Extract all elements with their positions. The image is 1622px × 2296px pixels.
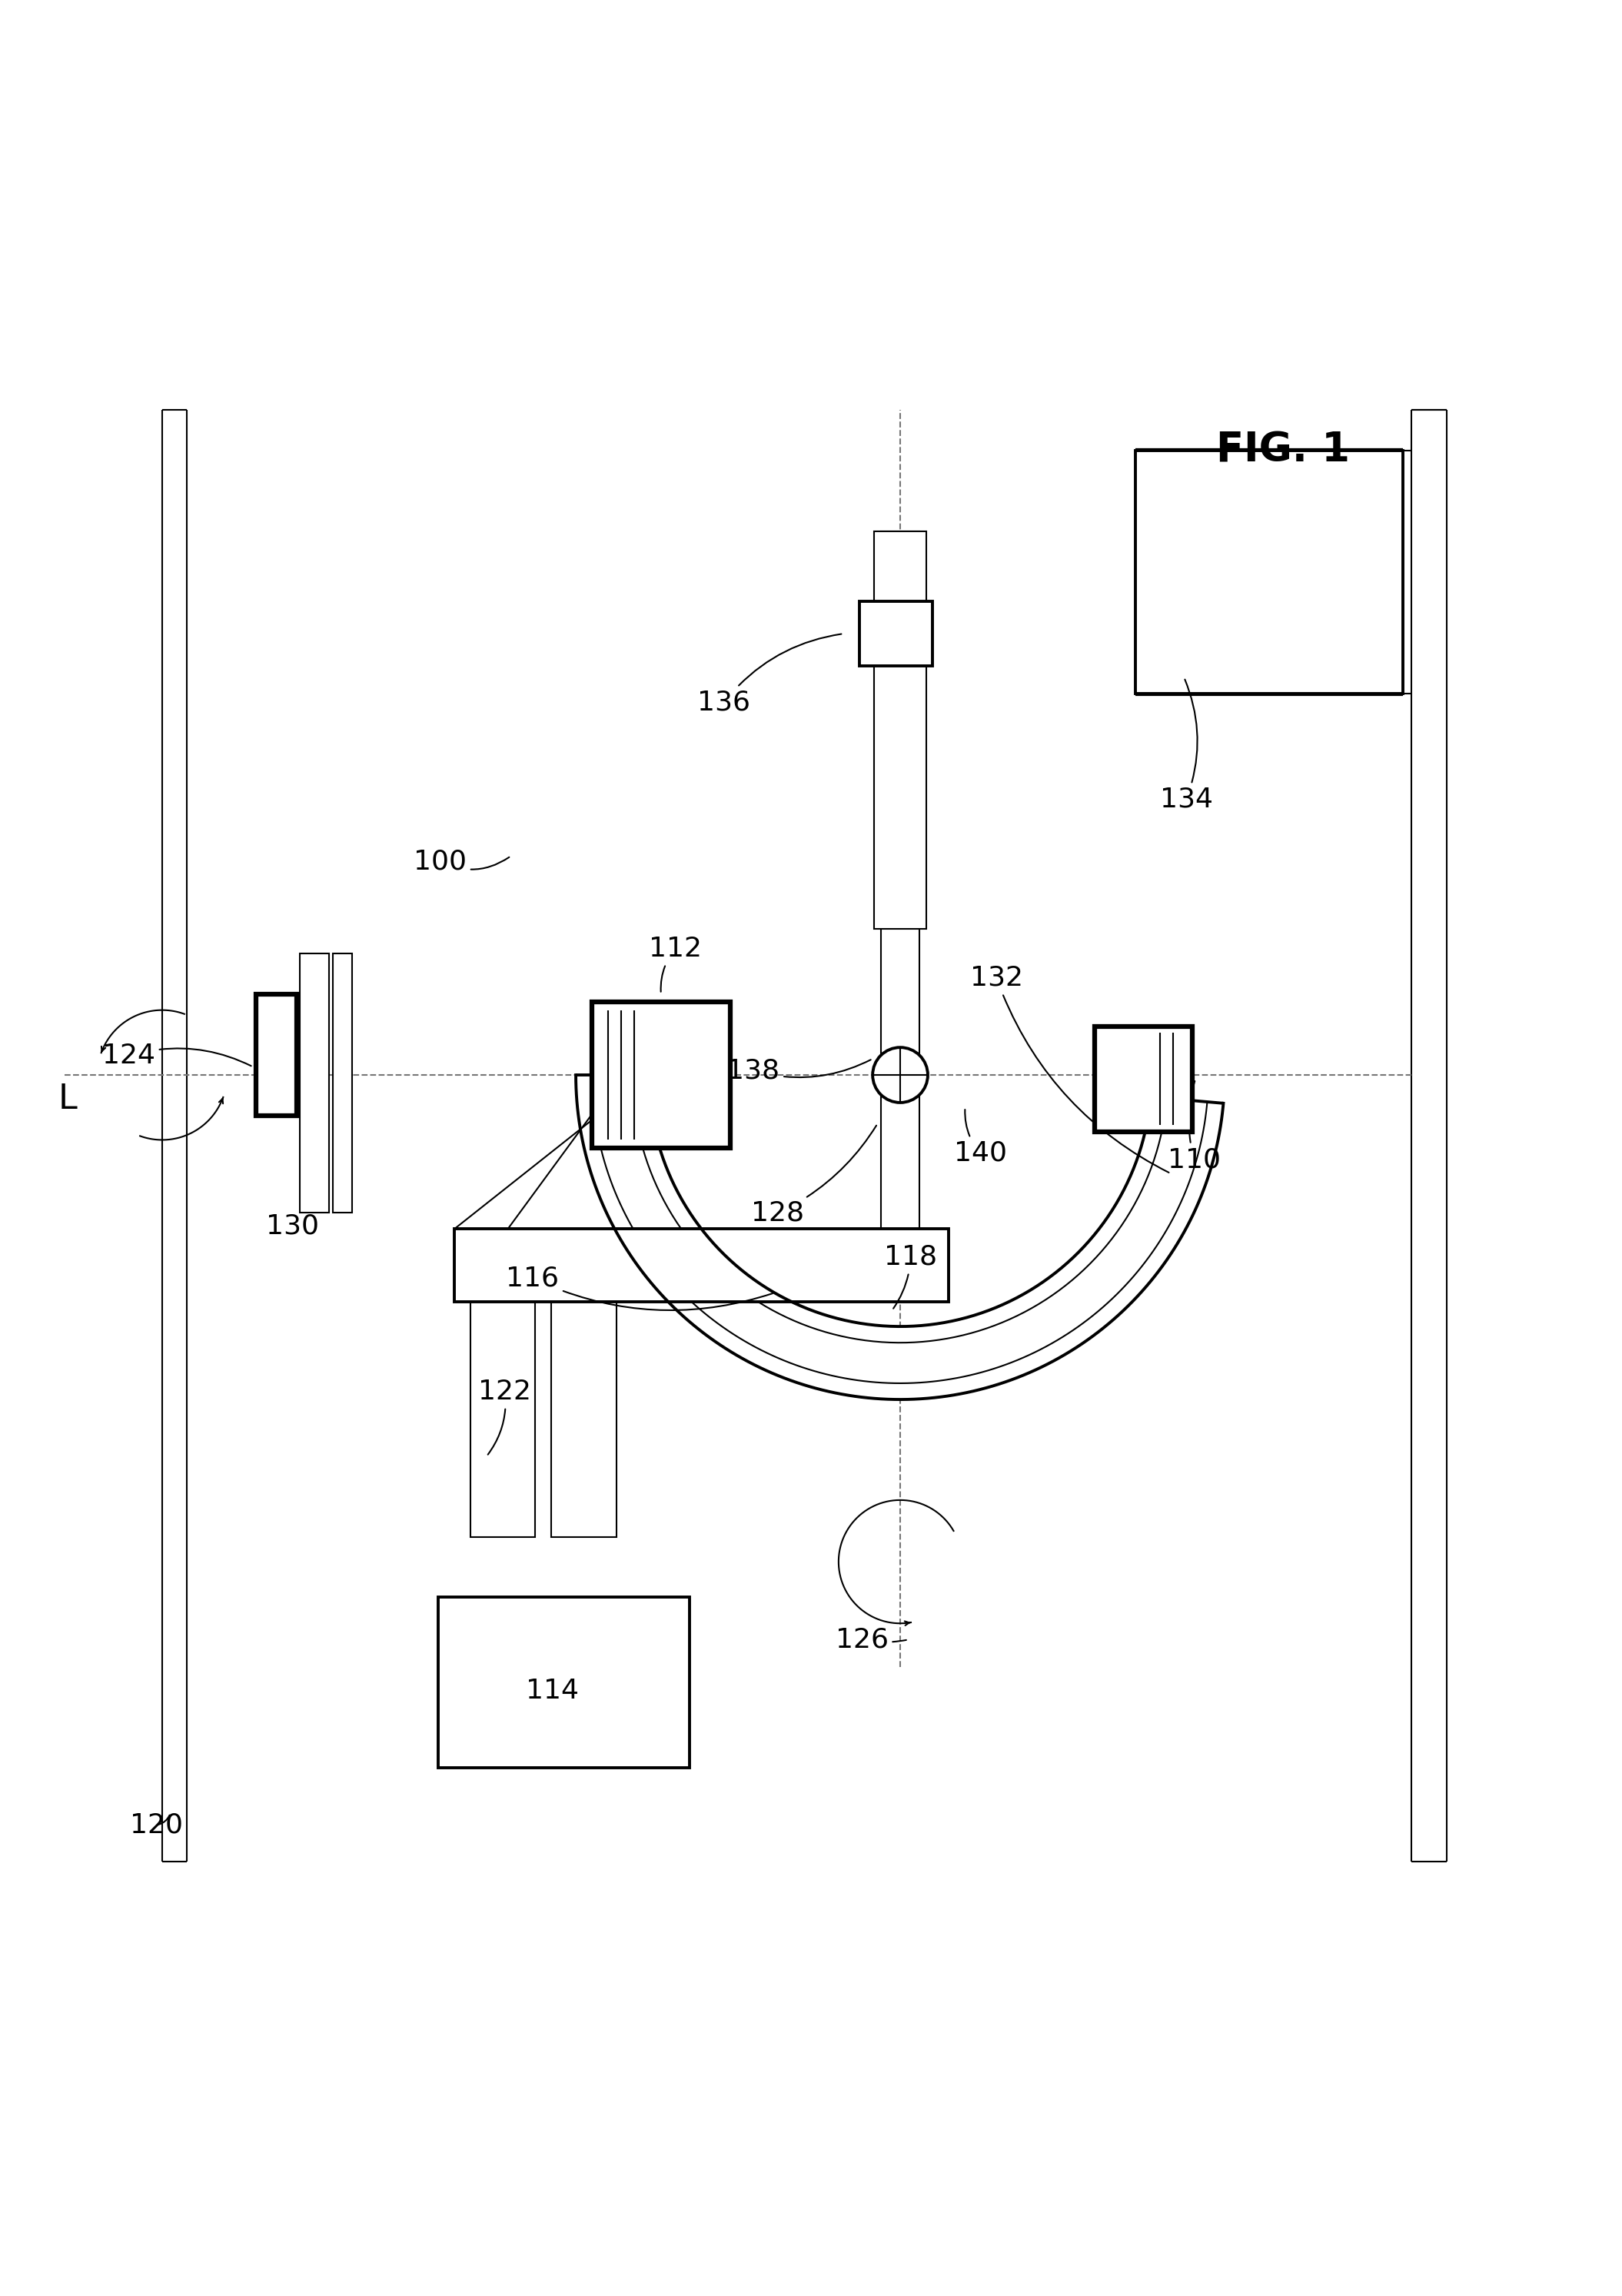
Text: 128: 128	[751, 1125, 876, 1226]
Text: 136: 136	[697, 634, 842, 716]
Text: 126: 126	[835, 1628, 907, 1653]
Text: 112: 112	[649, 937, 702, 992]
Text: 124: 124	[102, 1042, 251, 1070]
Bar	[881, 530, 920, 1261]
Text: 100: 100	[414, 847, 509, 875]
Text: FIG. 1: FIG. 1	[1216, 429, 1350, 471]
Bar	[333, 953, 352, 1212]
Text: 134: 134	[1160, 680, 1213, 813]
Bar	[874, 530, 926, 930]
Text: 114: 114	[526, 1678, 579, 1704]
Bar	[551, 1302, 616, 1538]
Bar	[256, 994, 297, 1116]
Bar	[454, 1228, 949, 1302]
Text: 132: 132	[970, 964, 1169, 1173]
Text: L: L	[58, 1084, 78, 1116]
Text: 130: 130	[266, 1212, 320, 1240]
Bar	[300, 953, 329, 1212]
Text: 116: 116	[506, 1265, 772, 1311]
Text: 118: 118	[884, 1244, 938, 1309]
Text: 138: 138	[727, 1058, 871, 1084]
Bar	[1135, 450, 1403, 693]
Bar	[1095, 1026, 1192, 1132]
Bar	[470, 1302, 535, 1538]
Text: 110: 110	[1168, 1081, 1221, 1173]
Bar	[860, 602, 933, 666]
Bar	[438, 1598, 689, 1768]
Text: 122: 122	[478, 1378, 532, 1456]
Polygon shape	[576, 1075, 1223, 1401]
Bar	[592, 1001, 730, 1148]
Text: 120: 120	[130, 1812, 183, 1839]
Text: 140: 140	[954, 1109, 1007, 1166]
Circle shape	[873, 1047, 928, 1102]
